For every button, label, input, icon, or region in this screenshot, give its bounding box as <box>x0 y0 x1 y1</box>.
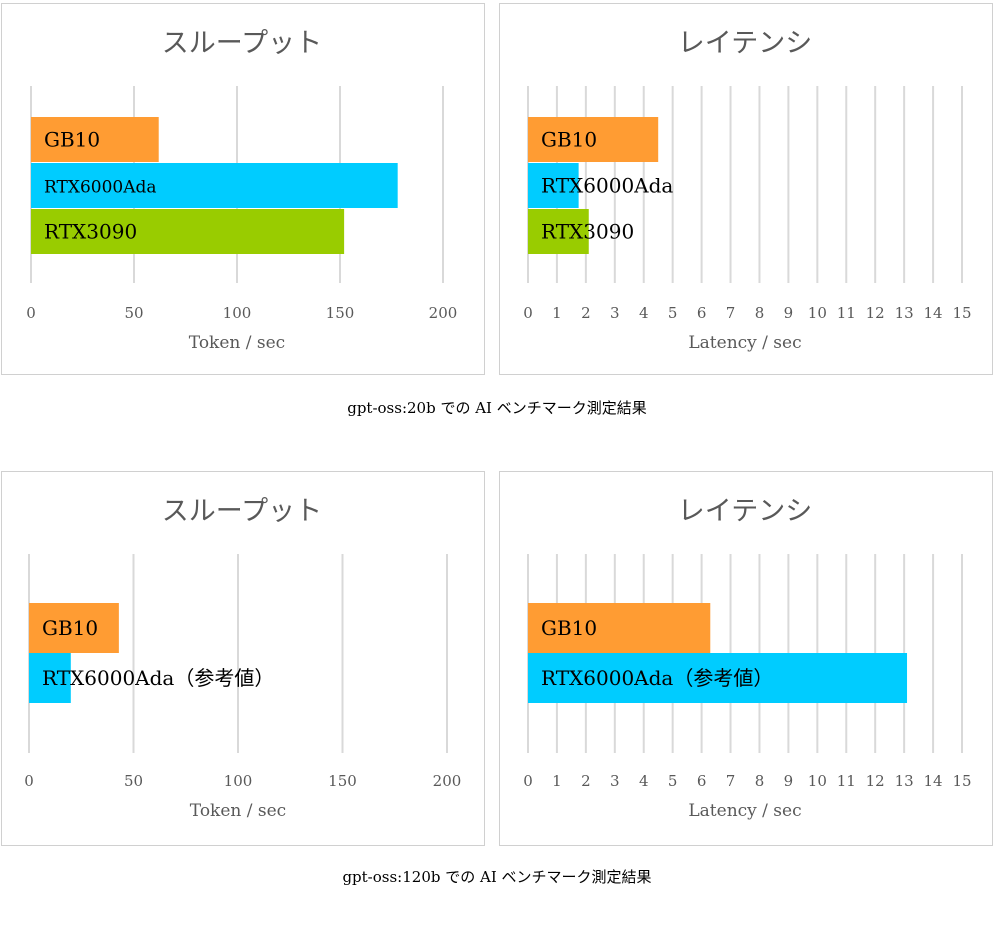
chart-title: スループット <box>162 28 322 59</box>
x-tick-label: 3 <box>610 772 620 790</box>
x-tick-label: 15 <box>952 772 971 790</box>
x-tick-label: 13 <box>895 304 914 322</box>
chart-title: レイテンシ <box>678 496 812 527</box>
x-tick-label: 8 <box>755 772 765 790</box>
x-tick-label: 200 <box>429 304 458 322</box>
chart-panel-120b-latency: レイテンシ 0 1 2 3 4 5 6 7 8 9 10 11 12 13 14 15 GB10 RTX6000Ad… <box>499 471 993 846</box>
bar-rtx3090 <box>31 209 345 254</box>
bar-gb10 <box>29 603 119 653</box>
x-tick-label: 4 <box>639 304 649 322</box>
chart-20b-throughput: スループット 0 50 100 150 200 GB10 RTX6000Ada RTX3090 T… <box>26 28 458 353</box>
x-tick-label: 6 <box>697 772 707 790</box>
bar-gb10 <box>31 117 159 162</box>
x-tick-label: 14 <box>924 772 943 790</box>
x-axis-label: Token / sec <box>189 333 285 353</box>
chart-title: レイテンシ <box>678 28 812 59</box>
x-tick-label: 200 <box>433 772 462 790</box>
chart-panel-20b-throughput: スループット 0 50 100 150 200 GB10 RTX6000Ada RTX3090 T… <box>1 3 485 375</box>
x-tick-label: 6 <box>697 304 707 322</box>
bar-rtx6000ada <box>528 163 579 208</box>
x-tick-label: 50 <box>124 772 143 790</box>
x-tick-label: 0 <box>523 304 533 322</box>
x-tick-label: 0 <box>24 772 34 790</box>
x-tick-label: 12 <box>866 772 885 790</box>
x-tick-label: 0 <box>523 772 533 790</box>
x-tick-label: 9 <box>784 772 794 790</box>
x-axis-label: Latency / sec <box>688 333 801 353</box>
x-tick-label: 50 <box>124 304 143 322</box>
x-tick-label: 11 <box>837 304 856 322</box>
x-tick-label: 5 <box>668 304 678 322</box>
x-tick-label: 11 <box>837 772 856 790</box>
x-tick-label: 1 <box>552 304 562 322</box>
x-tick-label: 14 <box>924 304 943 322</box>
x-tick-label: 5 <box>668 772 678 790</box>
x-tick-label: 10 <box>808 772 827 790</box>
bar-label: GB10 <box>541 616 597 640</box>
x-tick-label: 2 <box>581 772 591 790</box>
bar-label: RTX6000Ada（参考値） <box>42 666 274 690</box>
chart-panel-20b-latency: レイテンシ 0 1 2 3 4 5 6 7 8 9 10 11 12 13 14 15 GB10 RTX6000Ad… <box>499 3 993 375</box>
x-tick-label: 7 <box>726 772 736 790</box>
x-tick-label: 0 <box>26 304 36 322</box>
bar-label: RTX3090 <box>44 220 137 244</box>
x-tick-label: 4 <box>639 772 649 790</box>
x-tick-label: 3 <box>610 304 620 322</box>
x-tick-label: 9 <box>784 304 794 322</box>
caption-120b: gpt-oss:120b での AI ベンチマーク測定結果 <box>342 868 652 886</box>
bar-label: RTX6000Ada <box>44 178 157 198</box>
bar-label: RTX6000Ada（参考値） <box>541 666 773 690</box>
x-tick-label: 100 <box>224 772 253 790</box>
caption-20b: gpt-oss:20b での AI ベンチマーク測定結果 <box>347 399 647 417</box>
x-axis-label: Token / sec <box>190 801 286 821</box>
x-tick-label: 150 <box>328 772 357 790</box>
bar-rtx6000ada <box>528 653 908 703</box>
x-tick-label: 7 <box>726 304 736 322</box>
bar-label: GB10 <box>44 128 100 152</box>
x-tick-label: 150 <box>326 304 355 322</box>
chart-120b-throughput: スループット 0 50 100 150 200 GB10 RTX6000Ada（参考値） Tok… <box>24 496 462 821</box>
bar-gb10 <box>528 603 711 653</box>
bar-rtx3090 <box>528 209 589 254</box>
x-axis-label: Latency / sec <box>688 801 801 821</box>
x-tick-label: 100 <box>223 304 252 322</box>
bar-label: GB10 <box>541 128 597 152</box>
bar-gb10 <box>528 117 659 162</box>
x-tick-label: 12 <box>866 304 885 322</box>
bar-label: GB10 <box>42 616 98 640</box>
bar-label: RTX6000Ada <box>541 174 673 198</box>
chart-title: スループット <box>162 496 322 527</box>
x-tick-label: 13 <box>895 772 914 790</box>
bar-rtx6000ada <box>31 163 398 208</box>
chart-panel-120b-throughput: スループット 0 50 100 150 200 GB10 RTX6000Ada（参考値） Tok… <box>1 471 485 846</box>
x-tick-label: 2 <box>581 304 591 322</box>
bar-label: RTX3090 <box>541 220 634 244</box>
x-tick-label: 8 <box>755 304 765 322</box>
x-tick-label: 1 <box>552 772 562 790</box>
bar-rtx6000ada <box>29 653 71 703</box>
x-tick-label: 15 <box>952 304 971 322</box>
x-tick-label: 10 <box>808 304 827 322</box>
